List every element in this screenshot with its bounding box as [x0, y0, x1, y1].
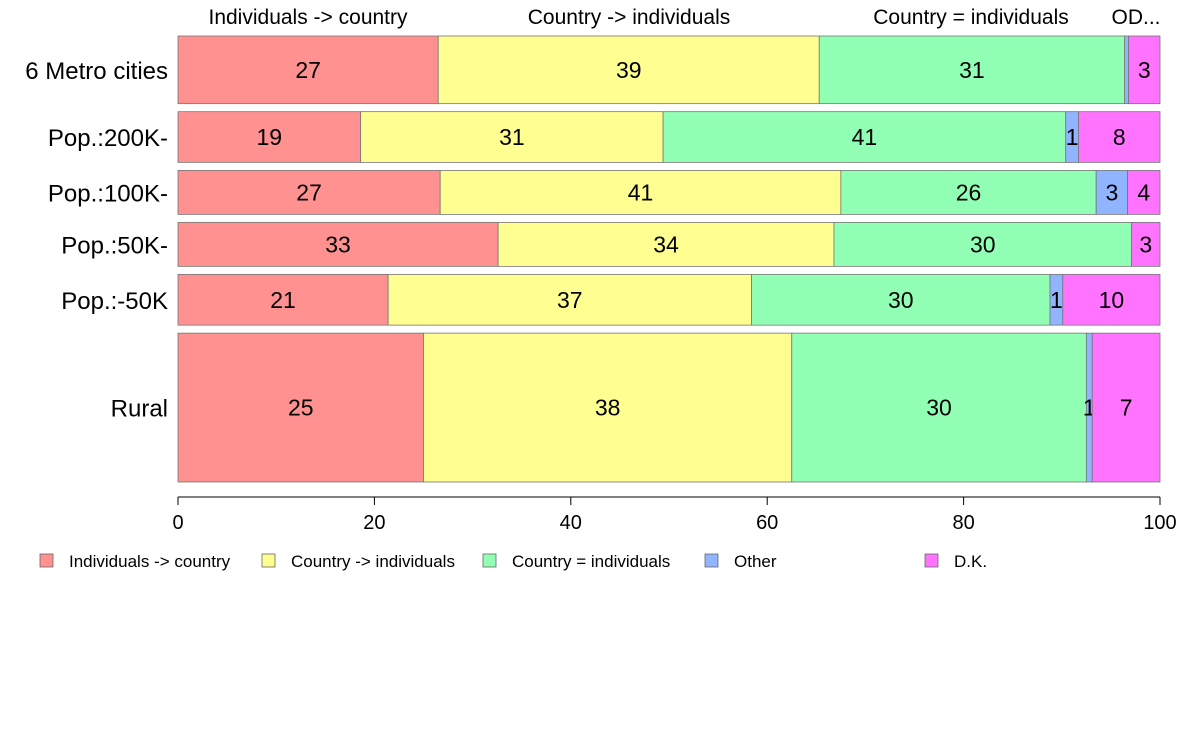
x-tick-label: 0 [172, 512, 183, 534]
bar-segment [833, 221, 1132, 267]
top-category-labels: Individuals -> country Country -> individ… [208, 6, 1160, 29]
legend-swatch [704, 553, 719, 568]
data-label: 34 [653, 231, 679, 257]
data-label: 30 [970, 231, 996, 257]
data-label: 30 [926, 395, 952, 421]
top-label: Individuals -> country [208, 6, 408, 29]
legend-label: Country = individuals [512, 552, 670, 571]
data-label: 19 [257, 124, 283, 150]
bar-segment [818, 35, 1126, 105]
bar-segment [177, 111, 362, 163]
data-label: 27 [296, 179, 322, 205]
legend-swatch [261, 553, 276, 568]
bar-segment [1128, 35, 1161, 105]
data-label: 7 [1120, 395, 1133, 421]
top-label: Country -> individuals [528, 6, 731, 29]
data-label: 8 [1113, 124, 1126, 150]
bar-segment [497, 221, 835, 267]
data-label: 31 [499, 124, 525, 150]
bar-segment [840, 170, 1097, 215]
bar-segment [177, 221, 499, 267]
data-label: 25 [288, 395, 314, 421]
legend-swatch [924, 553, 939, 568]
legend-label: Country -> individuals [291, 552, 455, 571]
legend-swatch [482, 553, 497, 568]
x-tick-label: 100 [1143, 512, 1176, 534]
data-label: 27 [295, 57, 321, 83]
bar-segment [177, 35, 439, 105]
bar-segment [1078, 111, 1161, 163]
top-label: Country = individuals [873, 6, 1069, 29]
legend-label: D.K. [954, 552, 987, 571]
x-tick-label: 60 [756, 512, 778, 534]
data-label: 21 [270, 287, 296, 313]
data-label: 33 [325, 231, 351, 257]
data-label: 38 [595, 395, 621, 421]
category-label: Pop.:-50K [61, 288, 168, 315]
x-tick-label: 40 [560, 512, 582, 534]
bar-segment [1124, 35, 1129, 105]
bar-segment [791, 332, 1087, 483]
data-label: 39 [616, 57, 642, 83]
x-tick-label: 20 [363, 512, 385, 534]
bar-segment [360, 111, 664, 163]
data-label: 30 [888, 287, 914, 313]
data-label: 3 [1138, 57, 1151, 83]
x-axis: 0 20 40 60 80 100 [172, 496, 1177, 534]
bar-segment [177, 332, 424, 483]
bar-segment [177, 170, 441, 215]
data-label: 1 [1066, 124, 1079, 150]
x-tick-label: 80 [952, 512, 974, 534]
data-label: 3 [1105, 179, 1118, 205]
bar-segment [437, 35, 820, 105]
data-label: 10 [1099, 287, 1125, 313]
bar-segment [439, 170, 842, 215]
category-label: Rural [111, 396, 168, 423]
legend-swatch [39, 553, 54, 568]
category-label: Pop.:200K- [48, 125, 168, 152]
bar-segment [1095, 170, 1128, 215]
legend: Individuals -> country Country -> individ… [39, 552, 987, 571]
bar-segment [662, 111, 1067, 163]
bars: 27 39 31 319 31 41 1 827 41 26 3 433 34 30 321 37 30 1 102… [177, 35, 1161, 483]
bar-segment [1131, 221, 1161, 267]
bar-segment [423, 332, 793, 483]
legend-label: Other [734, 552, 777, 571]
bar-segment [387, 273, 752, 326]
category-label: 6 Metro cities [25, 58, 168, 85]
data-label: 1 [1050, 287, 1063, 313]
bar-segment [1127, 170, 1161, 215]
bar-segment [177, 273, 389, 326]
data-label: 26 [956, 179, 982, 205]
bar-segment [1091, 332, 1161, 483]
top-label: OD... [1111, 6, 1160, 29]
data-label: 31 [959, 57, 985, 83]
category-label: Pop.:100K- [48, 180, 168, 207]
row-labels: 6 Metro cities Pop.:200K- Pop.:100K- Pop.:5… [25, 58, 168, 423]
data-label: 4 [1137, 179, 1150, 205]
data-label: 41 [628, 179, 654, 205]
data-label: 37 [557, 287, 583, 313]
data-label: 41 [852, 124, 878, 150]
bar-segment [751, 273, 1051, 326]
category-label: Pop.:50K- [61, 232, 168, 259]
legend-label: Individuals -> country [69, 552, 231, 571]
data-label: 3 [1139, 231, 1152, 257]
bar-segment [1062, 273, 1161, 326]
